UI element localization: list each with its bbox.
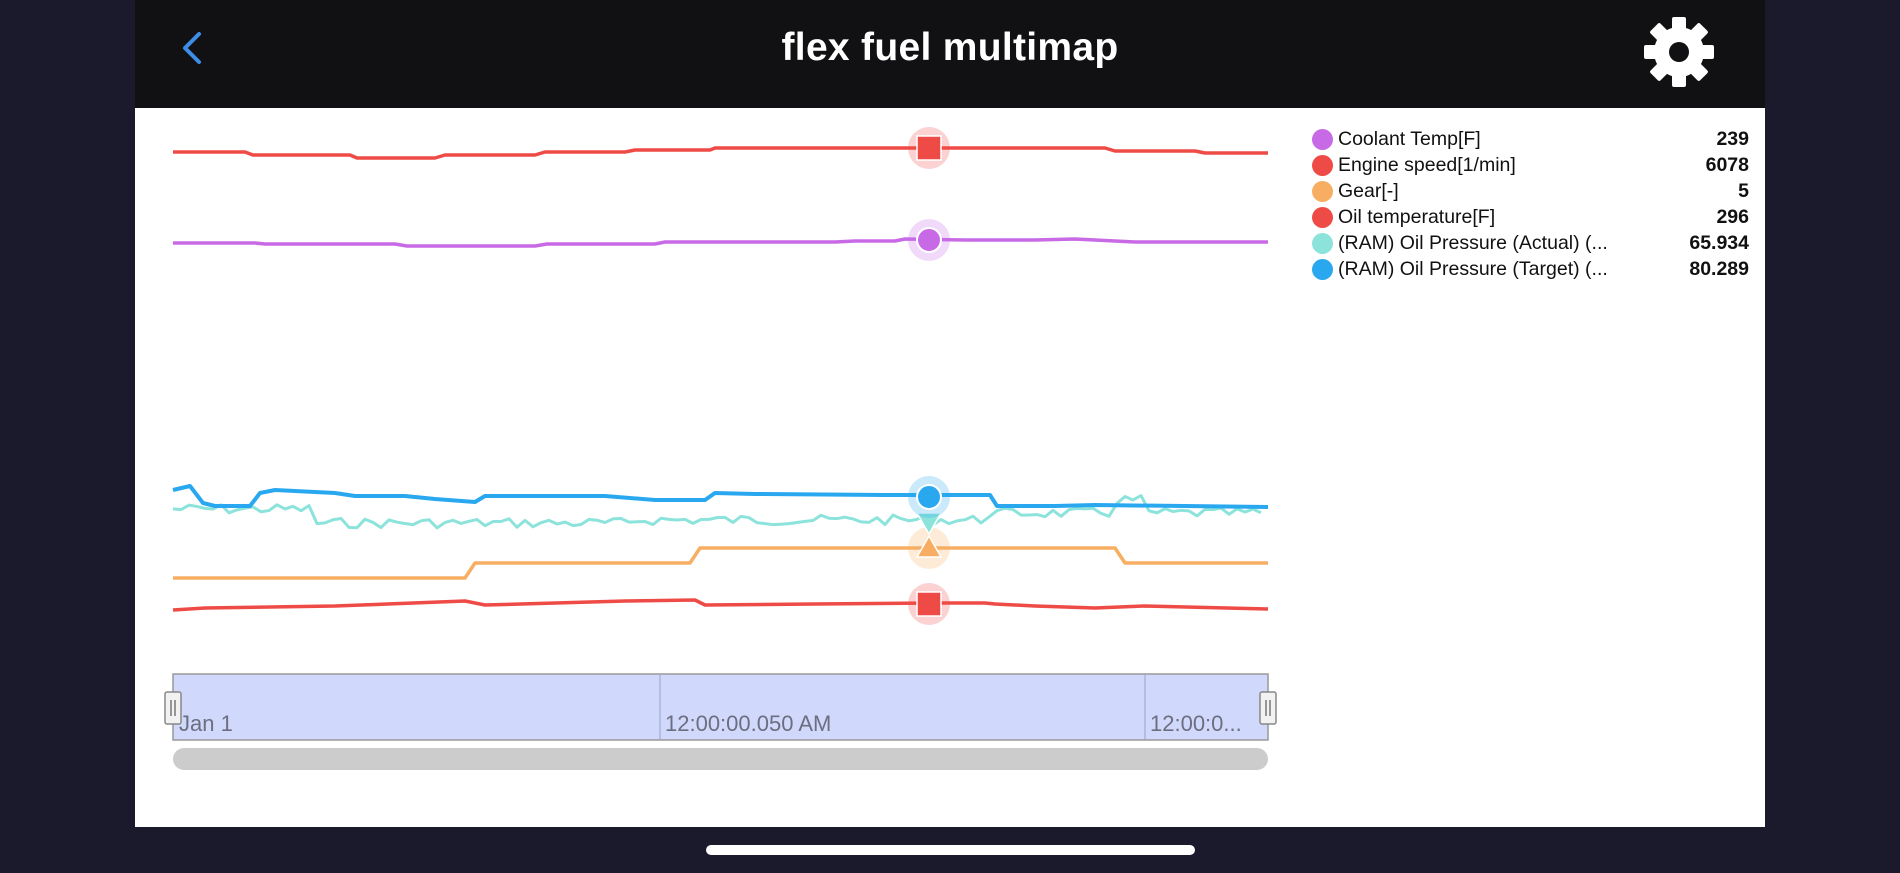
legend-item-value: 239	[1716, 127, 1749, 150]
gear-icon	[1644, 17, 1714, 87]
navigator-label: Jan 1	[179, 711, 233, 736]
series-dot	[1312, 206, 1333, 228]
series-dot	[1312, 232, 1333, 254]
oil-pressure-actual-marker	[915, 512, 943, 536]
gear-marker	[915, 534, 943, 558]
legend-item-oil-pressure-target[interactable]: (RAM) Oil Pressure (Target) (... 80.289	[1312, 256, 1749, 282]
oil-pressure-target-line	[172, 484, 1269, 509]
navigator-label: 12:00:0...	[1150, 711, 1242, 736]
engine-speed-line	[173, 146, 1268, 160]
navigator-scrollbar[interactable]	[173, 748, 1268, 770]
navigator-left-handle[interactable]	[164, 691, 182, 725]
range-navigator[interactable]: Jan 1 12:00:00.050 AM 12:00:0...	[164, 673, 1277, 770]
settings-button[interactable]	[1643, 16, 1715, 88]
navigator-window[interactable]	[172, 673, 1269, 741]
page-title: flex fuel multimap	[781, 26, 1119, 69]
series-dot	[1312, 154, 1333, 176]
oil-temperature-marker	[916, 591, 942, 617]
series-lines	[172, 146, 1269, 612]
gear-line	[173, 546, 1268, 580]
legend-item-gear[interactable]: Gear[-] 5	[1312, 178, 1749, 204]
engine-speed-marker	[916, 135, 942, 161]
legend-item-value: 6078	[1705, 153, 1749, 176]
legend-item-value: 296	[1716, 205, 1749, 228]
coolant-temp-line	[173, 237, 1268, 248]
top-bar: flex fuel multimap	[135, 0, 1765, 108]
oil-pressure-target-marker	[916, 484, 942, 510]
legend-item-value: 80.289	[1689, 257, 1749, 280]
legend-item-label: Engine speed[1/min]	[1338, 153, 1516, 176]
chevron-left-icon	[183, 32, 201, 64]
navigator-label: 12:00:00.050 AM	[665, 711, 831, 736]
series-dot	[1312, 180, 1333, 202]
back-button[interactable]	[171, 26, 215, 70]
legend-item-label: (RAM) Oil Pressure (Actual) (...	[1338, 231, 1608, 254]
series-dot	[1312, 258, 1333, 280]
legend-item-value: 65.934	[1689, 231, 1749, 254]
legend-item-label: Gear[-]	[1338, 179, 1399, 202]
chart-area[interactable]: Jan 1 12:00:00.050 AM 12:00:0...	[135, 108, 1765, 827]
legend-item-label: (RAM) Oil Pressure (Target) (...	[1338, 257, 1608, 280]
legend-item-oil-temperature[interactable]: Oil temperature[F] 296	[1312, 204, 1749, 230]
legend-item-label: Coolant Temp[F]	[1338, 127, 1481, 150]
legend-item-coolant-temp[interactable]: Coolant Temp[F] 239	[1312, 126, 1749, 152]
legend-item-oil-pressure-actual[interactable]: (RAM) Oil Pressure (Actual) (... 65.934	[1312, 230, 1749, 256]
oil-temperature-line	[172, 598, 1269, 612]
app-screen: flex fuel multimap Jan 1 12:00:00.050 AM…	[135, 0, 1765, 827]
cursor-markers	[908, 127, 950, 625]
navigator-right-handle[interactable]	[1259, 691, 1277, 725]
legend: Coolant Temp[F] 239 Engine speed[1/min] …	[1312, 126, 1749, 282]
legend-item-engine-speed[interactable]: Engine speed[1/min] 6078	[1312, 152, 1749, 178]
home-indicator	[706, 845, 1195, 855]
oil-pressure-actual-line	[172, 494, 1262, 530]
series-dot	[1312, 128, 1333, 150]
legend-item-label: Oil temperature[F]	[1338, 205, 1496, 228]
coolant-temp-marker	[916, 227, 942, 253]
legend-item-value: 5	[1738, 179, 1749, 202]
